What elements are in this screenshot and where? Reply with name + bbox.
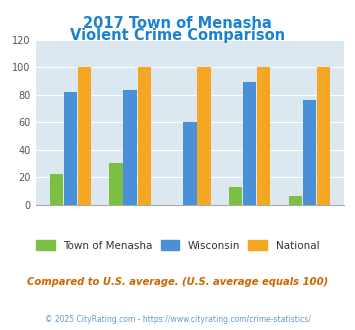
Bar xyxy=(50,174,63,205)
Text: 2017 Town of Menasha: 2017 Town of Menasha xyxy=(83,16,272,31)
Bar xyxy=(197,67,211,205)
Text: Compared to U.S. average. (U.S. average equals 100): Compared to U.S. average. (U.S. average … xyxy=(27,278,328,287)
Legend: Town of Menasha, Wisconsin, National: Town of Menasha, Wisconsin, National xyxy=(32,236,323,255)
Bar xyxy=(243,82,256,205)
Bar xyxy=(78,67,91,205)
Bar xyxy=(317,67,330,205)
Bar xyxy=(289,196,302,205)
Bar xyxy=(64,92,77,205)
Text: Violent Crime Comparison: Violent Crime Comparison xyxy=(70,28,285,43)
Bar xyxy=(124,90,137,205)
Bar xyxy=(109,163,122,205)
Text: © 2025 CityRating.com - https://www.cityrating.com/crime-statistics/: © 2025 CityRating.com - https://www.city… xyxy=(45,315,310,324)
Bar xyxy=(183,122,197,205)
Bar xyxy=(257,67,271,205)
Bar xyxy=(303,100,316,205)
Bar xyxy=(229,187,242,205)
Bar xyxy=(137,67,151,205)
